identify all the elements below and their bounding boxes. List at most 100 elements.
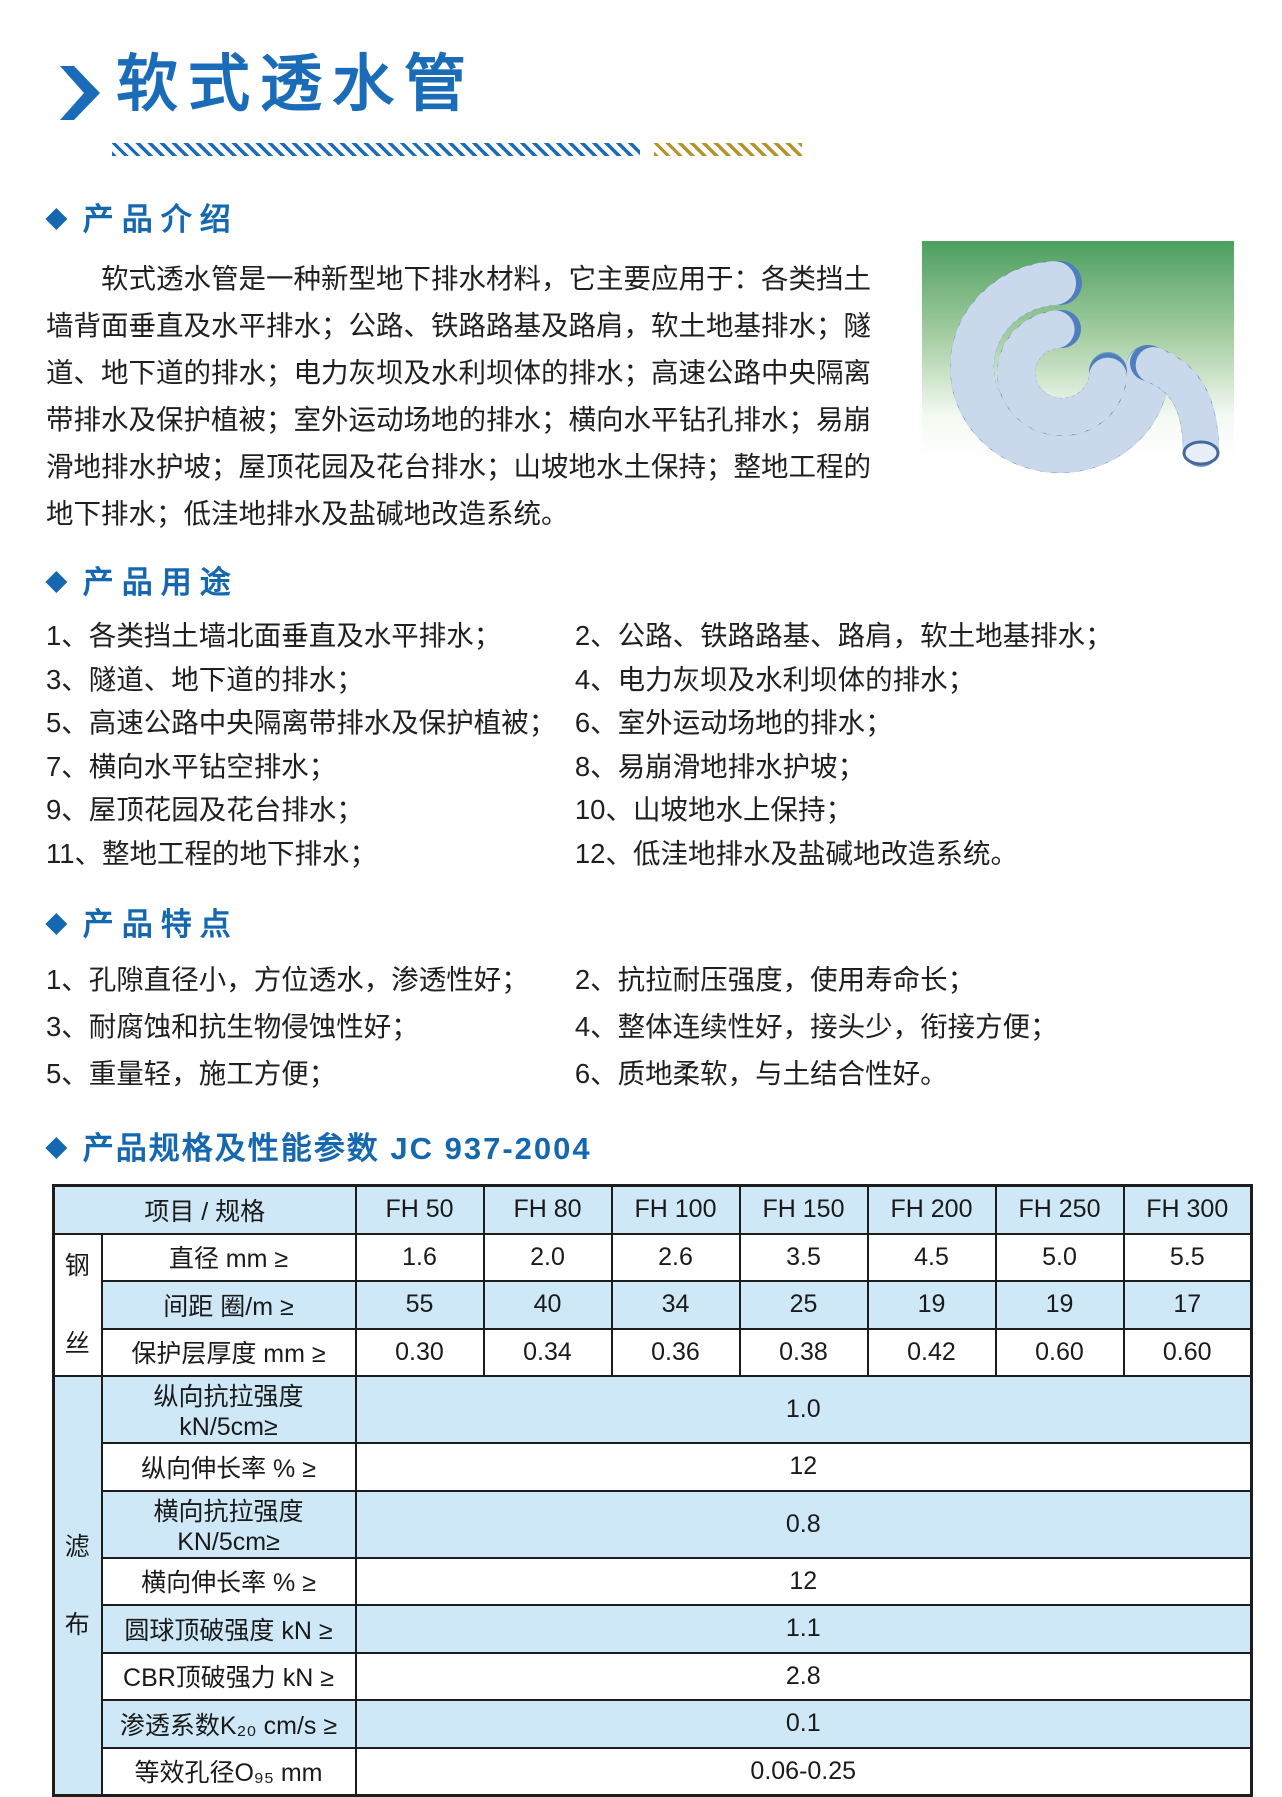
cell-span: 12 [354,1442,1253,1492]
list-item: 7、横向水平钻空排水； [46,750,337,782]
column-header: FH 100 [610,1184,741,1235]
list-item: 4、电力灰坝及水利坝体的排水； [574,663,976,695]
list-item: 12、低洼地排水及盐碱地改造系统。 [574,837,1018,869]
uses-list: 1、各类挡土墙北面垂直及水平排水； 2、公路、铁路路基、路肩，软土地基排水； 3… [46,614,1248,875]
list-item: 5、高速公路中央隔离带排水及保护植被； [46,707,557,738]
column-header: FH 250 [994,1184,1125,1235]
diamond-bullet-icon: ◆ [46,907,67,937]
row-group-filter-cloth: 滤布 [52,1375,103,1797]
section-heading-intro: ◆ 产品介绍 [46,194,1248,239]
column-header: FH 50 [354,1184,485,1235]
list-item: 8、易崩滑地排水护坡； [574,750,866,782]
table-row: CBR顶破强力 kN ≥ 2.8 [54,1651,1253,1701]
list-item: 3、耐腐蚀和抗生物侵蚀性好； [46,1011,419,1042]
column-header: FH 150 [738,1184,869,1235]
cell: 1.6 [354,1232,485,1282]
diamond-bullet-icon: ◆ [46,565,67,595]
list-item: 1、各类挡土墙北面垂直及水平排水； [46,620,502,651]
row-label: 直径 mm ≥ [100,1232,357,1282]
cell: 25 [738,1280,869,1330]
table-header-row: 项目 / 规格 FH 50 FH 80 FH 100 FH 150 FH 200… [52,1184,1253,1235]
row-label: 渗透系数K₂₀ cm/s ≥ [100,1699,357,1749]
spec-table: 项目 / 规格 FH 50 FH 80 FH 100 FH 150 FH 200… [52,1184,1253,1797]
list-item: 5、重量轻，施工方便； [46,1058,337,1089]
table-row: 横向伸长率 % ≥ 12 [54,1556,1253,1606]
row-label: 间距 圈/m ≥ [100,1280,357,1330]
table-row: 等效孔径O₉₅ mm 0.06-0.25 [54,1746,1253,1797]
cell: 5.5 [1122,1232,1253,1282]
table-row: 钢丝 直径 mm ≥ 1.6 2.0 2.6 3.5 4.5 5.0 5.5 [52,1232,1253,1377]
cell: 0.30 [354,1327,485,1377]
section-title-features: 产品特点 [82,907,239,942]
table-row: 保护层厚度 mm ≥ 0.30 0.34 0.36 0.38 0.42 0.60… [54,1327,1253,1377]
stripe-blue-segment [112,143,640,156]
table-row: 横向抗拉强度 KN/5cm≥ 0.8 [54,1489,1253,1559]
list-item: 2、公路、铁路路基、路肩，软土地基排水； [574,620,1113,651]
row-label: 纵向伸长率 % ≥ [100,1442,357,1492]
row-label: 等效孔径O₉₅ mm [100,1746,357,1797]
list-item: 3、隧道、地下道的排水； [46,663,364,695]
cell: 0.60 [994,1327,1125,1377]
cell-span: 1.0 [354,1375,1253,1444]
list-item: 6、质地柔软，与土结合性好。 [574,1058,948,1089]
chevron-right-icon [58,64,102,127]
row-label: CBR顶破强力 kN ≥ [100,1651,357,1701]
table-row: 间距 圈/m ≥ 55 40 34 25 19 19 17 [54,1280,1253,1330]
cell: 5.0 [994,1232,1125,1282]
list-item: 4、整体连续性好，接头少，衔接方便； [574,1011,1058,1042]
table-row: 滤布 纵向抗拉强度 kN/5cm≥ 1.0 [52,1375,1253,1797]
table-row: 圆球顶破强度 kN ≥ 1.1 [54,1604,1253,1654]
cell-span: 12 [354,1556,1253,1606]
cell: 4.5 [866,1232,997,1282]
intro-body: 软式透水管是一种新型地下排水材料，它主要应用于：各类挡土墙背面垂直及水平排水；公… [46,241,1248,537]
diamond-bullet-icon: ◆ [46,1131,67,1161]
section-title-specs: 产品规格及性能参数 JC 937-2004 [82,1131,592,1166]
cell: 0.38 [738,1327,869,1377]
row-group-steel-wire: 钢丝 [52,1232,103,1377]
cell: 3.5 [738,1232,869,1282]
list-item: 1、孔隙直径小，方位透水，渗透性好； [46,964,529,995]
list-item: 6、室外运动场地的排水； [574,707,893,738]
row-label: 纵向抗拉强度 kN/5cm≥ [100,1375,357,1444]
intro-paragraph: 软式透水管是一种新型地下排水材料，它主要应用于：各类挡土墙背面垂直及水平排水；公… [46,263,871,529]
cell: 0.60 [1122,1327,1253,1377]
column-header: 项目 / 规格 [52,1184,357,1235]
table-row: 纵向伸长率 % ≥ 12 [54,1442,1253,1492]
cell: 17 [1122,1280,1253,1330]
row-label: 保护层厚度 mm ≥ [100,1327,357,1377]
row-label: 横向抗拉强度 KN/5cm≥ [100,1489,357,1559]
cell-span: 0.8 [354,1489,1253,1559]
cell: 40 [482,1280,613,1330]
page-title: 软式透水管 [116,47,477,120]
page-title-row: 软式透水管 [58,47,1248,127]
list-item: 11、整地工程的地下排水； [46,837,378,869]
cell: 0.36 [610,1327,741,1377]
cell-span: 2.8 [354,1651,1253,1701]
cell-span: 1.1 [354,1604,1253,1654]
cell: 2.6 [610,1232,741,1282]
decorative-stripe-bar [112,143,802,156]
section-title-uses: 产品用途 [82,565,239,600]
features-list: 1、孔隙直径小，方位透水，渗透性好； 2、抗拉耐压强度，使用寿命长； 3、耐腐蚀… [46,956,1248,1097]
cell: 2.0 [482,1232,613,1282]
section-heading-uses: ◆ 产品用途 [46,557,1248,602]
column-header: FH 200 [866,1184,997,1235]
cell: 55 [354,1280,485,1330]
list-item: 2、抗拉耐压强度，使用寿命长； [574,964,976,995]
section-heading-specs: ◆ 产品规格及性能参数 JC 937-2004 [46,1123,1248,1168]
section-title-intro: 产品介绍 [82,202,239,237]
column-header: FH 300 [1122,1184,1253,1235]
cell: 34 [610,1280,741,1330]
cell: 19 [866,1280,997,1330]
row-label: 圆球顶破强度 kN ≥ [100,1604,357,1654]
cell: 0.34 [482,1327,613,1377]
column-header: FH 80 [482,1184,613,1235]
list-item: 10、山坡地水上保持； [574,794,853,825]
cell-span: 0.06-0.25 [354,1746,1253,1797]
stripe-gold-segment [654,143,802,156]
cell-span: 0.1 [354,1699,1253,1749]
product-photo [912,241,1242,491]
list-item: 9、屋顶花园及花台排水； [46,794,364,825]
cell: 0.42 [866,1327,997,1377]
